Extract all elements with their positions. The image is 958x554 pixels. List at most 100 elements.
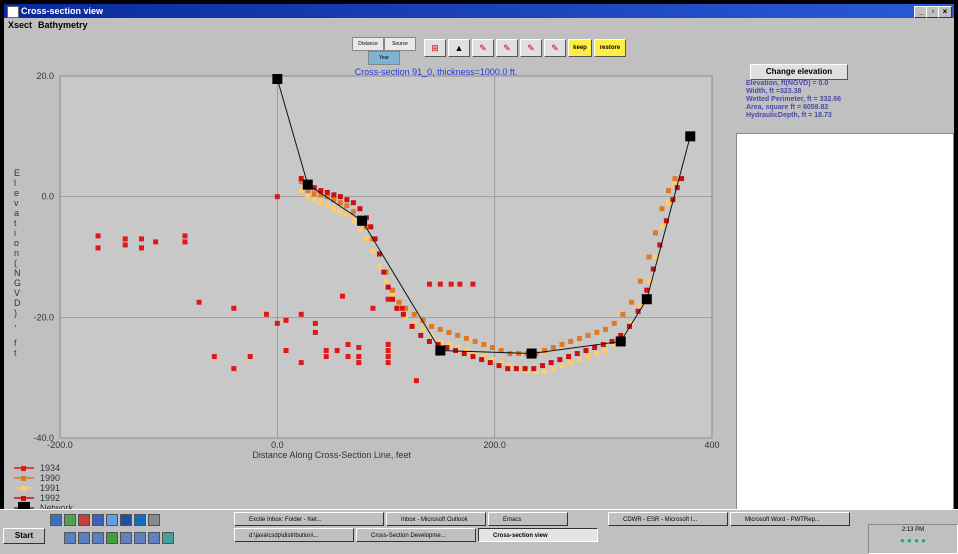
system-tray: 2:13 PM ● ● ● ●: [868, 524, 958, 554]
legend-label: 1991: [40, 483, 60, 493]
data-point: [350, 209, 356, 215]
data-point: [566, 354, 572, 360]
quicklaunch-icon[interactable]: [50, 514, 62, 526]
pen-icon[interactable]: ✎: [544, 39, 566, 57]
pen-icon[interactable]: ✎: [496, 39, 518, 57]
quicklaunch-icon[interactable]: [78, 532, 90, 544]
quicklaunch-icon[interactable]: [120, 532, 132, 544]
data-point: [298, 179, 304, 185]
data-point: [455, 345, 461, 350]
data-point: [376, 263, 382, 269]
task-cross-section-development[interactable]: Cross-Section Developme...: [356, 528, 476, 542]
data-point: [498, 360, 504, 366]
data-point: [363, 224, 369, 230]
quicklaunch-icon[interactable]: [64, 514, 76, 526]
menu-xsect[interactable]: Xsect: [8, 20, 33, 30]
data-point: [457, 281, 463, 287]
quicklaunch-icon[interactable]: [148, 532, 160, 544]
data-point: [385, 284, 391, 290]
data-point: [548, 360, 554, 366]
data-point: [318, 192, 324, 198]
data-point: [585, 354, 591, 360]
data-point: [539, 363, 545, 369]
tray-icons[interactable]: ● ● ● ●: [900, 536, 926, 545]
pen-icon[interactable]: ✎: [520, 39, 542, 57]
task-cdwr-esr[interactable]: CDWR - ESR - Microsoft I...: [608, 512, 728, 526]
task-distribution-folder[interactable]: d:\java\csdp\distribution\...: [234, 528, 354, 542]
legend-swatch: [18, 502, 30, 509]
arrow-up-icon[interactable]: ▲: [448, 39, 470, 57]
change-elevation-button[interactable]: Change elevation: [750, 64, 848, 80]
data-point: [312, 320, 318, 326]
menu-bathymetry[interactable]: Bathymetry: [38, 20, 88, 30]
clock[interactable]: 2:13 PM: [901, 527, 925, 533]
data-point: [650, 266, 656, 272]
data-point: [620, 311, 626, 317]
pen-icon[interactable]: ✎: [472, 39, 494, 57]
keep-button[interactable]: keep: [568, 39, 592, 57]
data-point: [489, 357, 495, 363]
data-point: [370, 248, 376, 254]
data-point: [318, 200, 324, 206]
data-point: [646, 254, 652, 260]
y-tick-label: 0.0: [41, 192, 54, 202]
start-button[interactable]: Start: [3, 528, 45, 544]
data-point: [368, 224, 374, 230]
data-point: [311, 197, 317, 203]
data-point: [557, 357, 563, 363]
cross-section-chart[interactable]: -200.0 0.0 200.0 400 20.0 0.0 -20.0 -40.0 Cross-…: [4, 66, 732, 509]
task-cross-section-view[interactable]: Cross-section view: [478, 528, 598, 542]
data-point: [122, 242, 128, 248]
window-title: Cross-section view: [21, 6, 104, 16]
quicklaunch-icon[interactable]: [92, 514, 104, 526]
task-emacs[interactable]: Emacs: [488, 512, 568, 526]
data-point: [666, 188, 672, 194]
data-point: [426, 281, 432, 287]
menu-bar: Xsect Bathymetry: [4, 18, 954, 32]
data-point: [507, 351, 513, 357]
data-point: [411, 320, 417, 326]
source-toggle[interactable]: Source: [384, 37, 416, 51]
data-point: [311, 185, 317, 191]
quicklaunch-icon[interactable]: [134, 532, 146, 544]
data-point: [211, 354, 217, 360]
task-excite-inbox[interactable]: Excite Inbox: Folder - Net...: [234, 512, 384, 526]
network-point: [435, 345, 446, 356]
toolbar: Distance Source Year ⊞ ▲ ✎ ✎ ✎ ✎ keep re…: [4, 32, 954, 66]
data-point: [350, 218, 356, 224]
data-point: [403, 314, 409, 320]
y-tick-label: 20.0: [36, 71, 54, 81]
distance-toggle[interactable]: Distance: [352, 37, 384, 51]
cross-section-window: Cross-section view _ ▫ × Xsect Bathymetr…: [4, 4, 954, 519]
quicklaunch-icon[interactable]: [106, 514, 118, 526]
data-point: [611, 341, 617, 347]
quicklaunch-icon[interactable]: [148, 514, 160, 526]
quicklaunch-icon[interactable]: [134, 514, 146, 526]
close-button[interactable]: ×: [938, 6, 952, 18]
data-point: [376, 251, 382, 257]
data-point: [196, 299, 202, 305]
quicklaunch-icon[interactable]: [162, 532, 174, 544]
quicklaunch-icon[interactable]: [78, 514, 90, 526]
area-value: Area, square ft = 6059.82: [746, 104, 829, 111]
year-toggle[interactable]: Year: [368, 51, 400, 65]
data-point: [344, 197, 350, 203]
data-point: [470, 354, 476, 360]
task-word-pwtrep[interactable]: Microsoft Word - PWTRep...: [730, 512, 850, 526]
grid-icon[interactable]: ⊞: [424, 39, 446, 57]
restore-button[interactable]: restore: [594, 39, 626, 57]
quicklaunch-icon[interactable]: [120, 514, 132, 526]
legend-label: 1990: [40, 473, 60, 483]
task-outlook-inbox[interactable]: Inbox - Microsoft Outlook: [386, 512, 486, 526]
data-point: [659, 224, 665, 230]
data-point: [274, 320, 280, 326]
quicklaunch-icon[interactable]: [106, 532, 118, 544]
quicklaunch-icon[interactable]: [92, 532, 104, 544]
data-point: [331, 197, 337, 203]
output-panel[interactable]: [736, 133, 954, 513]
network-point: [615, 336, 626, 347]
y-tick-label: -20.0: [33, 312, 54, 322]
quicklaunch-icon[interactable]: [64, 532, 76, 544]
data-point: [550, 366, 556, 372]
y-tick-label: -40.0: [33, 433, 54, 443]
